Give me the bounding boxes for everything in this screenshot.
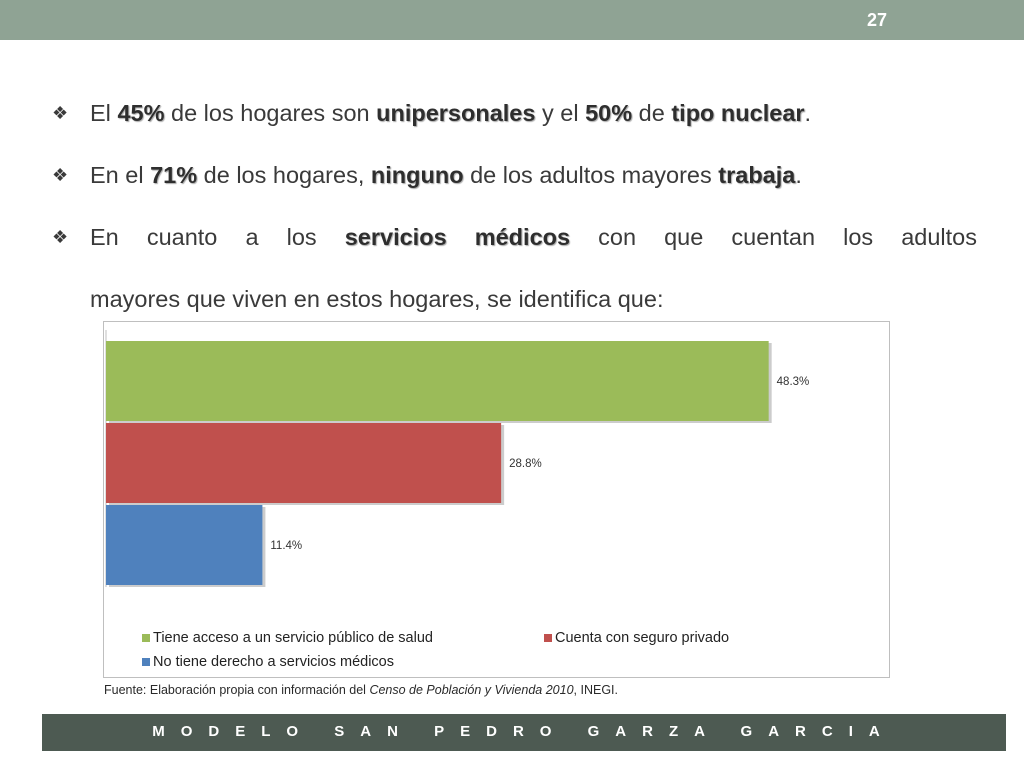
bar xyxy=(106,341,769,421)
bullet-text: de los hogares, xyxy=(197,162,371,188)
bullet-text: de xyxy=(632,100,672,126)
source-suffix: , INEGI. xyxy=(573,683,618,697)
diamond-bullet-icon: ❖ xyxy=(52,103,69,123)
footer-text: MODELO SAN PEDRO GARZA GARCIA xyxy=(152,723,896,740)
legend-label: No tiene derecho a servicios médicos xyxy=(153,654,394,670)
legend-swatch xyxy=(544,634,552,642)
bullet-text: En el xyxy=(90,162,151,188)
top-bar: 27 xyxy=(0,0,1024,40)
chart-container: 48.3% 28.8% 11.4% Tiene acceso a un servici… xyxy=(103,321,890,678)
bullet-list: ❖ El 45% de los hogares son unipersonale… xyxy=(52,82,977,330)
bullet-emphasis: 50% xyxy=(585,100,633,126)
bullet-text: . xyxy=(804,100,812,126)
bullet-item: ❖ El 45% de los hogares son unipersonale… xyxy=(52,82,977,144)
bullet-item: ❖ En cuanto a los servicios médicos con … xyxy=(52,206,977,330)
diamond-bullet-icon: ❖ xyxy=(52,165,69,185)
bullet-text: con que cuentan los adultos xyxy=(570,224,977,250)
bar xyxy=(106,423,502,503)
bullet-line: En cuanto a los servicios médicos con qu… xyxy=(90,206,977,268)
footer-bar: MODELO SAN PEDRO GARZA GARCIA xyxy=(42,714,1006,751)
source-prefix: Fuente: Elaboración propia con informaci… xyxy=(104,683,370,697)
bullet-emphasis: 45% xyxy=(117,100,165,126)
page-number: 27 xyxy=(866,10,887,30)
bullet-text: . xyxy=(795,162,802,188)
legend-label: Cuenta con seguro privado xyxy=(555,630,729,646)
legend-label: Tiene acceso a un servicio público de sa… xyxy=(153,630,433,646)
bullet-emphasis: trabaja xyxy=(718,162,796,188)
data-label: 11.4% xyxy=(270,540,302,552)
bar xyxy=(106,505,263,585)
bullet-item: ❖ En el 71% de los hogares, ninguno de l… xyxy=(52,144,977,206)
bullet-text: mayores que viven en estos hogares, se i… xyxy=(90,286,664,312)
source-note: Fuente: Elaboración propia con informaci… xyxy=(104,683,618,697)
diamond-bullet-icon: ❖ xyxy=(52,227,69,247)
legend-swatch xyxy=(142,634,150,642)
bullet-text: El xyxy=(90,100,118,126)
bullet-text: de los adultos mayores xyxy=(463,162,719,188)
data-label: 28.8% xyxy=(509,458,542,470)
bullet-emphasis: tipo nuclear xyxy=(671,100,805,126)
data-label: 48.3% xyxy=(777,376,810,388)
bar-chart: 48.3% 28.8% 11.4% Tiene acceso a un servici… xyxy=(105,330,810,670)
bullet-emphasis: 71% xyxy=(150,162,198,188)
bullet-emphasis: ninguno xyxy=(370,162,464,188)
bullet-emphasis: servicios médicos xyxy=(344,224,571,250)
bullet-text: de los hogares son xyxy=(164,100,377,126)
legend-swatch xyxy=(142,658,150,666)
bullet-emphasis: unipersonales xyxy=(376,100,536,126)
bullet-text: En cuanto a los xyxy=(90,224,345,250)
bullet-text: y el xyxy=(535,100,586,126)
source-title: Censo de Población y Vivienda 2010 xyxy=(369,683,574,697)
